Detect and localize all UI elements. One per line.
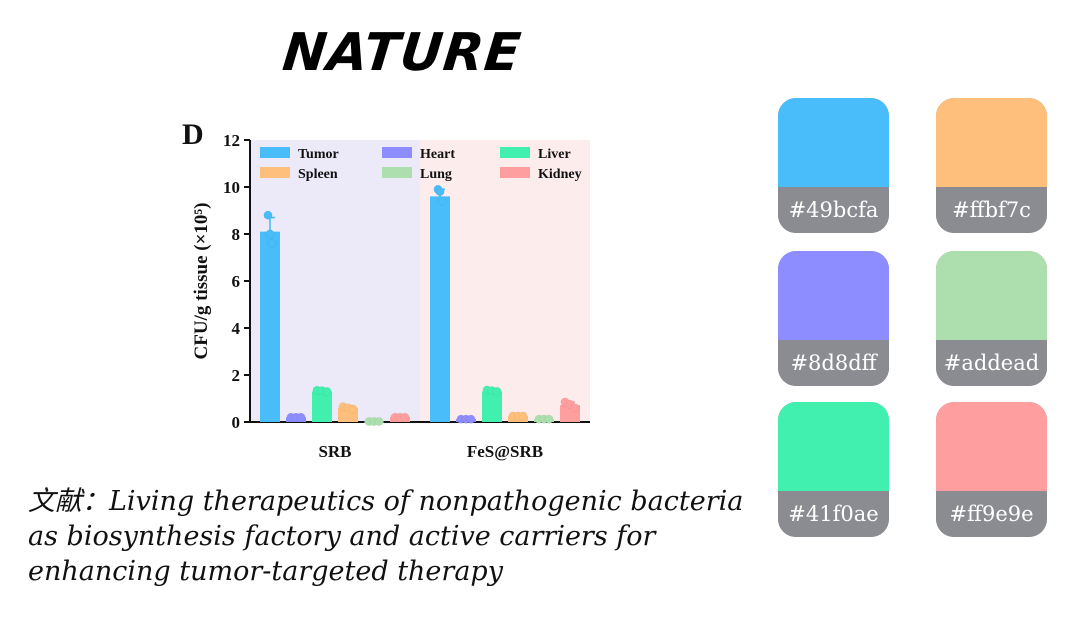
swatch-hex-label: #addead xyxy=(936,340,1047,386)
bar-tumor xyxy=(430,196,450,422)
legend-swatch xyxy=(500,167,530,178)
swatch-color xyxy=(778,98,889,187)
color-swatch: #addead xyxy=(936,251,1047,386)
data-point xyxy=(570,403,580,413)
swatch-color xyxy=(936,98,1047,187)
journal-brand: NATURE xyxy=(279,23,525,83)
bar-chart: 0 2 4 6 8 10 12 CFU/g tissue (×10⁵) D SRB FeS@SRB T… xyxy=(182,118,590,461)
data-point xyxy=(296,412,306,422)
legend-swatch xyxy=(382,147,412,158)
swatch-hex-label: #41f0ae xyxy=(778,491,889,537)
data-point xyxy=(400,412,410,422)
swatch-color xyxy=(778,402,889,491)
legend-swatch xyxy=(382,167,412,178)
legend-label: Heart xyxy=(420,147,455,162)
data-point xyxy=(435,187,445,197)
color-swatch: #ff9e9e xyxy=(936,402,1047,537)
legend-label: Tumor xyxy=(298,147,339,162)
data-point xyxy=(544,414,554,424)
data-point xyxy=(263,210,273,220)
bar-liver xyxy=(482,391,502,422)
data-point xyxy=(267,238,277,248)
x-tick-label: FeS@SRB xyxy=(467,442,543,461)
citation-line: 文献：Living therapeutics of nonpathogenic … xyxy=(28,486,744,517)
data-point xyxy=(437,196,447,206)
legend-label: Spleen xyxy=(298,167,338,182)
legend-swatch xyxy=(260,167,290,178)
x-tick-label: SRB xyxy=(318,442,351,461)
y-tick-label: 10 xyxy=(223,178,240,197)
legend-swatch xyxy=(500,147,530,158)
swatch-color xyxy=(936,402,1047,491)
swatch-hex-label: #ff9e9e xyxy=(936,491,1047,537)
data-point xyxy=(265,229,275,239)
data-point xyxy=(518,411,528,421)
swatch-hex-label: #49bcfa xyxy=(778,187,889,233)
y-tick-label: 4 xyxy=(232,319,241,338)
citation: 文献：Living therapeutics of nonpathogenic … xyxy=(28,484,768,589)
color-swatch: #41f0ae xyxy=(778,402,889,537)
color-swatch: #ffbf7c xyxy=(936,98,1047,233)
panel-label: D xyxy=(182,118,204,151)
swatch-color xyxy=(936,251,1047,340)
bar-tumor xyxy=(260,231,280,422)
y-tick-label: 0 xyxy=(232,413,241,432)
swatch-hex-label: #8d8dff xyxy=(778,340,889,386)
color-swatch: #8d8dff xyxy=(778,251,889,386)
legend-swatch xyxy=(260,147,290,158)
data-point xyxy=(374,417,384,426)
y-tick-label: 6 xyxy=(232,272,241,291)
bar-liver xyxy=(312,391,332,422)
citation-line: as biosynthesis factory and active carri… xyxy=(28,521,656,552)
y-tick-label: 2 xyxy=(232,366,241,385)
data-point xyxy=(348,404,358,414)
data-point xyxy=(466,414,476,424)
y-tick-label: 12 xyxy=(223,131,240,150)
legend-label: Liver xyxy=(538,147,571,162)
legend-label: Kidney xyxy=(538,167,582,182)
swatch-color xyxy=(778,251,889,340)
color-swatch: #49bcfa xyxy=(778,98,889,233)
y-axis-label: CFU/g tissue (×10⁵) xyxy=(191,203,212,360)
data-point xyxy=(492,387,502,396)
data-point xyxy=(322,387,332,396)
legend-label: Lung xyxy=(420,167,452,182)
y-tick-label: 8 xyxy=(232,225,241,244)
citation-line: enhancing tumor-targeted therapy xyxy=(28,556,503,587)
swatch-hex-label: #ffbf7c xyxy=(936,187,1047,233)
